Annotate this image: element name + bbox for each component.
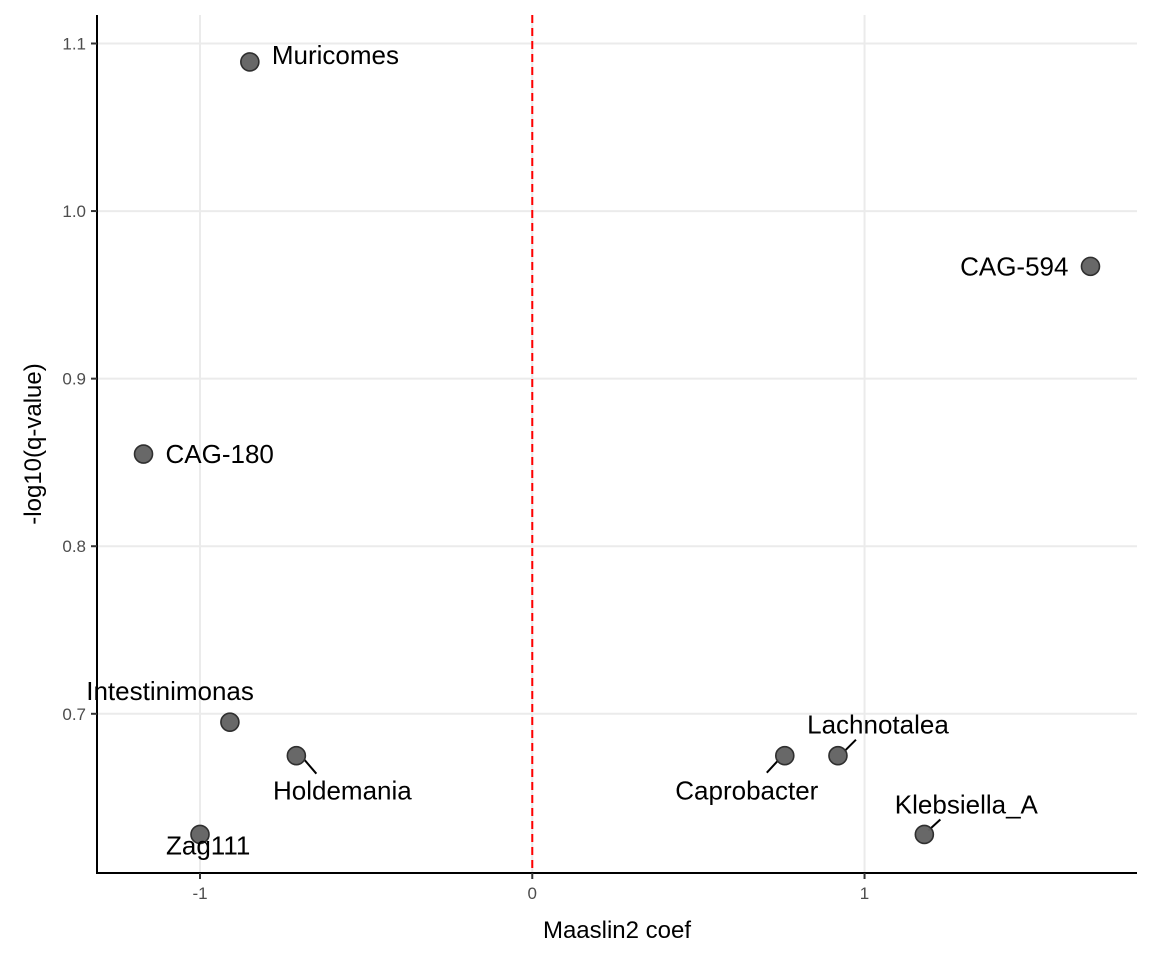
point-label-5: Zag111 xyxy=(166,830,250,860)
x-tick-label-0: -1 xyxy=(192,884,207,903)
data-point-8 xyxy=(914,824,935,845)
point-label-8: Klebsiella_A xyxy=(895,789,1039,819)
y-tick-label-3: 1.0 xyxy=(62,202,86,221)
point-labels: Muricomes CAG-594 CAG-180 Intestinimonas Hol… xyxy=(86,40,1068,861)
y-tick-label-0: 0.7 xyxy=(62,705,86,724)
label-connector-6 xyxy=(766,759,780,774)
data-point-2 xyxy=(133,444,154,464)
point-label-7: Lachnotalea xyxy=(807,710,949,740)
data-point-1 xyxy=(1080,256,1101,277)
data-point-6 xyxy=(774,745,795,766)
point-label-4: Holdemania xyxy=(273,776,412,806)
label-connector-4 xyxy=(303,759,318,775)
x-tick-label-2: 1 xyxy=(860,884,869,903)
label-connector-7 xyxy=(843,738,857,753)
x-axis-title: Maaslin2 coef xyxy=(543,917,691,944)
point-label-6: Caprobacter xyxy=(675,776,818,806)
point-label-3: Intestinimonas xyxy=(86,676,254,706)
data-point-5 xyxy=(190,824,210,845)
y-tick-label-4: 1.1 xyxy=(62,34,86,53)
data-point-7 xyxy=(828,745,848,766)
x-tick-label-1: 0 xyxy=(528,884,537,903)
y-tick-label-1: 0.8 xyxy=(62,537,86,556)
point-label-0: Muricomes xyxy=(272,40,399,70)
y-tick-label-2: 0.9 xyxy=(62,370,86,389)
label-connectors xyxy=(303,738,942,832)
data-point-0 xyxy=(240,52,260,72)
data-point-3 xyxy=(220,712,240,732)
point-label-1: CAG-594 xyxy=(960,251,1068,281)
y-axis-title: -log10(q-value) xyxy=(20,363,47,524)
axes xyxy=(96,15,1137,874)
x-tick-labels: -1 0 1 xyxy=(192,873,869,903)
point-label-2: CAG-180 xyxy=(166,439,274,469)
data-point-4 xyxy=(286,745,307,766)
data-points xyxy=(133,52,1101,845)
y-tick-labels: 0.7 0.8 0.9 1.0 1.1 xyxy=(62,34,97,724)
